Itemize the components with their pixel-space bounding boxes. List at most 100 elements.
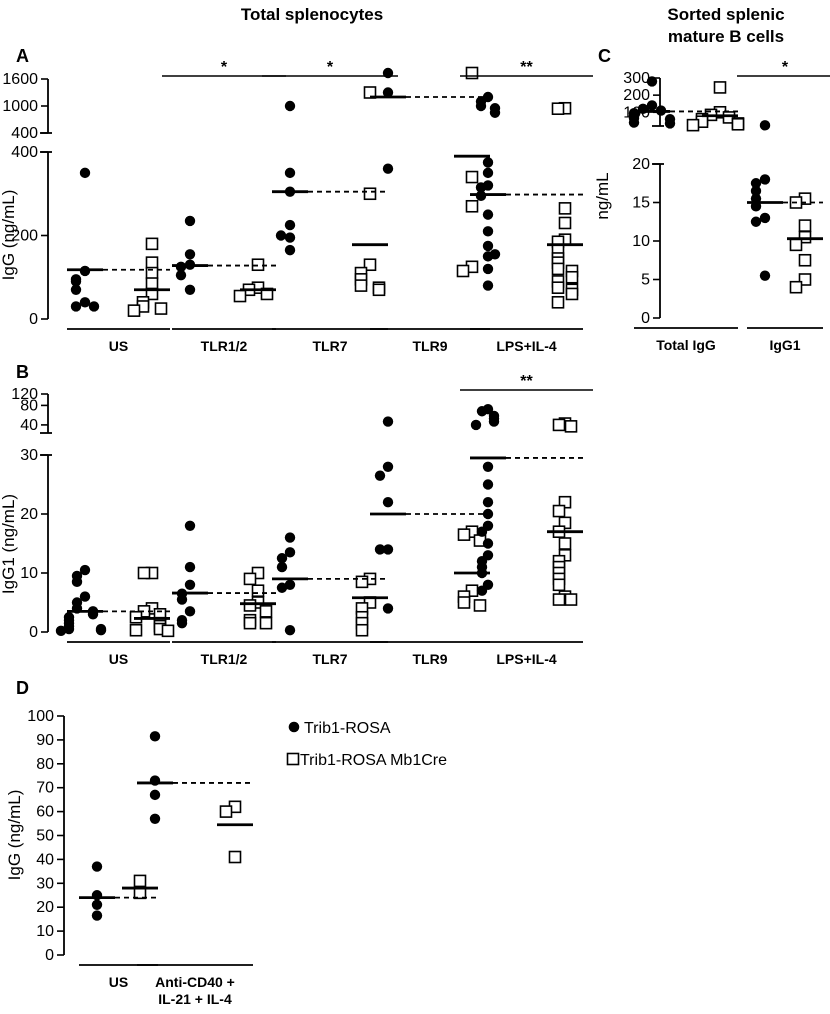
point-trib1-rosa-mb1cre bbox=[551, 102, 565, 115]
point-trib1-rosa bbox=[184, 520, 196, 531]
point-trib1-rosa bbox=[176, 594, 188, 605]
legend-filled-label: Trib1-ROSA bbox=[304, 720, 391, 737]
y-tick-label: 200 bbox=[623, 87, 650, 104]
panel-c-ylabel: ng/mL bbox=[593, 172, 612, 219]
y-tick-label: 30 bbox=[36, 875, 54, 892]
point-trib1-rosa bbox=[70, 284, 82, 295]
group-1: TLR1/2 * bbox=[162, 59, 286, 354]
point-trib1-rosa bbox=[470, 419, 482, 431]
y-tick-label: 80 bbox=[20, 397, 38, 414]
significance-marker: * bbox=[221, 59, 228, 76]
y-tick-label: 30 bbox=[20, 447, 38, 464]
point-trib1-rosa bbox=[95, 625, 107, 636]
point-trib1-rosa-mb1cre bbox=[372, 283, 386, 297]
point-trib1-rosa bbox=[475, 182, 487, 193]
y-tick-label: 1000 bbox=[2, 98, 38, 115]
group-0: US bbox=[67, 167, 170, 354]
point-trib1-rosa bbox=[91, 910, 103, 921]
header-sorted-line1: Sorted splenic bbox=[667, 5, 784, 24]
point-trib1-rosa bbox=[70, 301, 82, 312]
point-trib1-rosa-mb1cre bbox=[243, 616, 257, 630]
point-trib1-rosa-mb1cre bbox=[219, 805, 233, 818]
point-trib1-rosa-mb1cre bbox=[565, 270, 579, 284]
point-trib1-rosa bbox=[476, 526, 488, 537]
point-trib1-rosa-mb1cre bbox=[552, 578, 566, 592]
group-label: TLR9 bbox=[413, 651, 448, 667]
point-trib1-rosa-mb1cre bbox=[552, 593, 566, 606]
group-2: TLR7 bbox=[272, 532, 388, 667]
point-trib1-rosa-mb1cre bbox=[127, 304, 141, 317]
y-tick-label: 0 bbox=[641, 310, 650, 327]
point-trib1-rosa bbox=[482, 209, 494, 220]
panel-d-letter: D bbox=[16, 678, 29, 698]
group-1: IgG1 * bbox=[737, 59, 830, 353]
legend: Trib1-ROSA Trib1-ROSA Mb1Cre bbox=[286, 720, 447, 769]
legend-open-label: Trib1-ROSA Mb1Cre bbox=[300, 752, 447, 769]
point-trib1-rosa bbox=[184, 606, 196, 617]
point-trib1-rosa bbox=[382, 603, 394, 614]
point-trib1-rosa bbox=[79, 167, 91, 179]
point-trib1-rosa-mb1cre bbox=[363, 258, 377, 272]
point-trib1-rosa bbox=[750, 185, 762, 197]
point-trib1-rosa bbox=[284, 532, 296, 543]
group-label: IgG1 bbox=[769, 337, 800, 353]
point-trib1-rosa-mb1cre bbox=[789, 238, 803, 252]
y-tick-label: 20 bbox=[632, 156, 650, 173]
y-tick-label: 200 bbox=[11, 228, 38, 245]
point-trib1-rosa-mb1cre bbox=[233, 289, 247, 303]
point-trib1-rosa-mb1cre bbox=[798, 253, 812, 267]
y-tick-label: 15 bbox=[632, 195, 650, 212]
point-trib1-rosa bbox=[276, 582, 288, 593]
point-trib1-rosa-mb1cre bbox=[465, 199, 479, 213]
group-2: TLR7 * bbox=[262, 59, 398, 354]
point-trib1-rosa-mb1cre bbox=[558, 202, 572, 215]
point-trib1-rosa bbox=[476, 567, 488, 579]
header-total-splenocytes: Total splenocytes bbox=[241, 5, 383, 24]
point-trib1-rosa bbox=[149, 813, 161, 824]
point-trib1-rosa-mb1cre bbox=[259, 605, 273, 618]
point-trib1-rosa bbox=[482, 538, 494, 549]
group-label: LPS+IL-4 bbox=[496, 338, 557, 354]
y-tick-label: 5 bbox=[641, 272, 650, 289]
point-trib1-rosa bbox=[70, 276, 82, 287]
point-trib1-rosa bbox=[55, 625, 67, 637]
point-trib1-rosa bbox=[284, 547, 296, 558]
y-tick-label: 20 bbox=[20, 506, 38, 523]
point-trib1-rosa bbox=[184, 579, 196, 590]
point-trib1-rosa bbox=[664, 118, 676, 129]
point-trib1-rosa bbox=[149, 789, 161, 801]
point-trib1-rosa bbox=[184, 561, 196, 573]
group-label: TLR1/2 bbox=[201, 651, 248, 667]
point-trib1-rosa bbox=[284, 232, 296, 243]
panel-d: D IgG (ng/mL) 0 10 20 30 40 50 60 70 80 90 100 US Anti… bbox=[5, 678, 253, 1007]
point-trib1-rosa-mb1cre bbox=[789, 280, 803, 294]
point-trib1-rosa-mb1cre bbox=[243, 599, 257, 612]
point-trib1-rosa bbox=[374, 470, 386, 481]
point-trib1-rosa bbox=[71, 576, 83, 588]
point-trib1-rosa bbox=[184, 249, 196, 260]
point-trib1-rosa bbox=[628, 117, 640, 128]
y-tick-label: 20 bbox=[36, 899, 54, 916]
point-trib1-rosa-mb1cre bbox=[551, 262, 565, 276]
point-trib1-rosa bbox=[284, 579, 296, 590]
point-trib1-rosa bbox=[482, 167, 494, 179]
point-trib1-rosa bbox=[488, 416, 500, 427]
group-1: Anti-CD40 +IL-21 + IL-4 bbox=[137, 731, 253, 1007]
significance-marker: * bbox=[327, 59, 334, 76]
point-trib1-rosa-mb1cre bbox=[564, 593, 578, 606]
point-trib1-rosa bbox=[91, 899, 103, 911]
point-trib1-rosa bbox=[475, 100, 487, 112]
point-trib1-rosa-mb1cre bbox=[473, 599, 487, 612]
point-trib1-rosa bbox=[759, 270, 771, 281]
point-trib1-rosa-mb1cre bbox=[686, 118, 700, 132]
group-label: LPS+IL-4 bbox=[496, 651, 557, 667]
point-trib1-rosa bbox=[759, 212, 771, 224]
y-tick-label: 40 bbox=[20, 417, 38, 434]
point-trib1-rosa bbox=[374, 544, 386, 555]
point-trib1-rosa bbox=[482, 226, 494, 237]
point-trib1-rosa-mb1cre bbox=[551, 281, 565, 294]
group-3: TLR9 bbox=[370, 66, 490, 354]
point-trib1-rosa bbox=[79, 564, 91, 576]
point-trib1-rosa bbox=[482, 157, 494, 168]
y-tick-label: 400 bbox=[11, 125, 38, 142]
